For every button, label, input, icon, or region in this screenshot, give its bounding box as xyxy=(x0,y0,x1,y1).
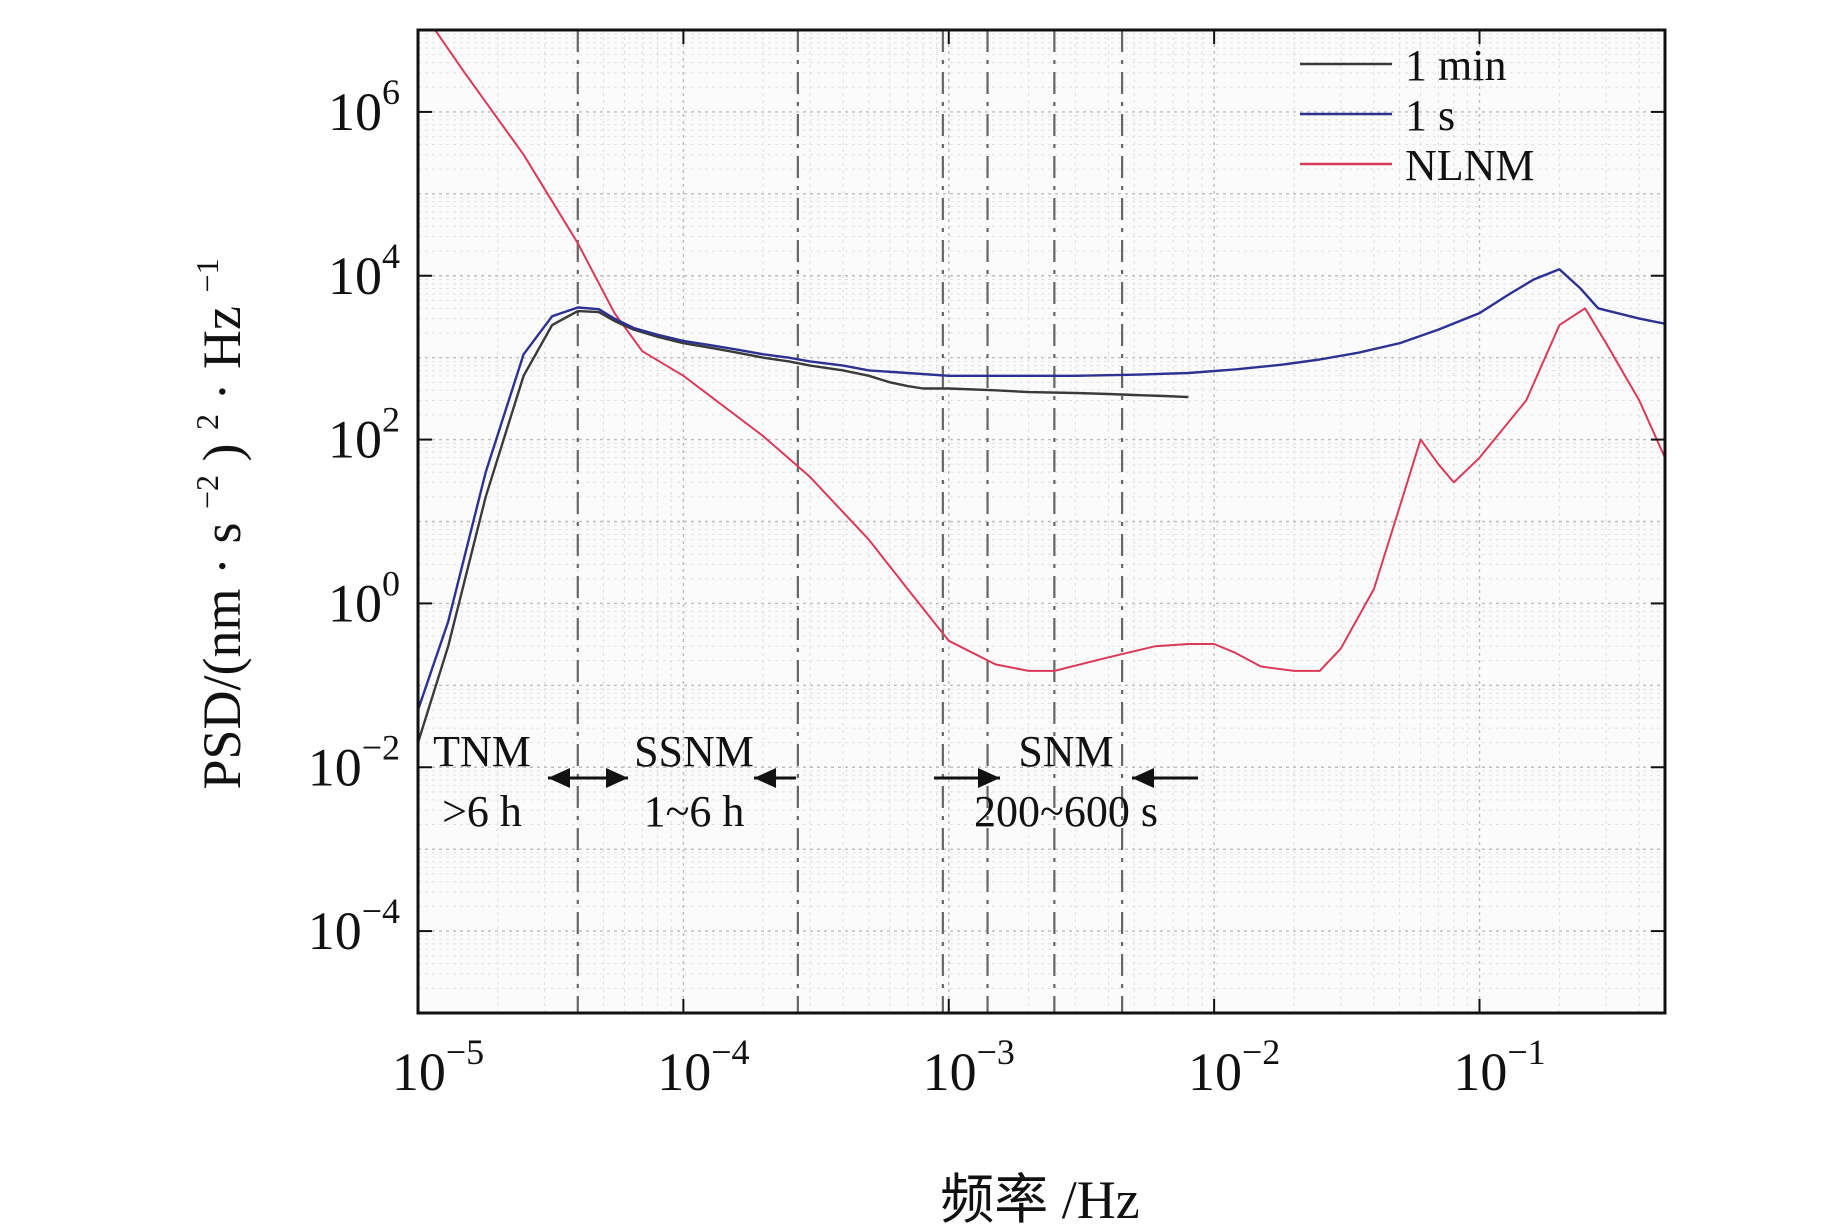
annotation-snm-title: SNM xyxy=(1018,727,1113,776)
y-label-exp-3: −1 xyxy=(189,258,225,292)
y-tick-label-base: 10 xyxy=(328,246,382,306)
band-separator-lines xyxy=(576,30,1124,1013)
y-tick-label-exponent: −4 xyxy=(362,891,400,931)
annotation-ssnm-title: SSNM xyxy=(634,727,754,776)
x-tick-label: 10−1 xyxy=(1453,1032,1545,1102)
y-tick-label-base: 10 xyxy=(328,573,382,633)
legend-label: 1 s xyxy=(1405,91,1455,140)
snm-left-arrow xyxy=(934,768,1000,788)
series-line-nlnm xyxy=(433,30,1665,672)
y-tick-label-base: 10 xyxy=(308,901,362,961)
series-line-1-min xyxy=(418,309,1189,743)
y-tick-label: 10−2 xyxy=(308,727,400,797)
x-tick-label-exponent: −2 xyxy=(1242,1032,1280,1072)
y-tick-label: 10−4 xyxy=(308,891,400,961)
x-tick-label-exponent: −4 xyxy=(711,1032,749,1072)
y-tick-label-exponent: 6 xyxy=(382,72,400,112)
x-tick-label-base: 10 xyxy=(1453,1042,1507,1102)
y-label-part-b: s xyxy=(192,522,252,543)
x-tick-label: 10−2 xyxy=(1188,1032,1280,1102)
plot-frame xyxy=(416,28,1667,1015)
annotation-snm-range: 200~600 s xyxy=(974,787,1158,836)
x-tick-label-base: 10 xyxy=(657,1042,711,1102)
x-tick-label: 10−4 xyxy=(657,1032,749,1102)
x-tick-labels: 10−5 10−4 10−3 10−2 10−1 xyxy=(392,1032,1546,1102)
x-tick-label: 10−5 xyxy=(392,1032,484,1102)
snm-left-arrow-head xyxy=(978,768,1000,788)
legend-label: 1 min xyxy=(1405,41,1506,90)
x-axis-label: 频率 /Hz xyxy=(940,1170,1139,1228)
legend-label: NLNM xyxy=(1405,141,1535,190)
y-tick-label: 106 xyxy=(328,72,400,142)
annotation-ssnm-range: 1~6 h xyxy=(644,787,745,836)
annotation-tnm-title: TNM xyxy=(433,727,531,776)
y-label-part-d: Hz xyxy=(192,306,252,369)
tnm-ssnm-arrow-head xyxy=(606,768,628,788)
ssnm-arrow-head xyxy=(754,768,776,788)
axis-ticks xyxy=(417,30,1665,1013)
y-axis-label: PSD/(nm · s −2 ) 2 · Hz −1 xyxy=(170,258,252,789)
x-tick-label-base: 10 xyxy=(1188,1042,1242,1102)
snm-right-arrow xyxy=(1132,768,1198,788)
y-tick-label-base: 10 xyxy=(308,737,362,797)
series-line-1-s xyxy=(418,268,1665,711)
y-label-dot-2: · xyxy=(192,382,252,400)
y-label-dot-1: · xyxy=(192,557,252,575)
x-tick-label-base: 10 xyxy=(392,1042,446,1102)
y-label-exp-1: −2 xyxy=(189,475,225,509)
x-tick-label-exponent: −5 xyxy=(446,1032,484,1072)
series-lines xyxy=(418,30,1665,743)
snm-right-arrow-head xyxy=(1132,768,1154,788)
y-tick-label-base: 10 xyxy=(328,82,382,142)
y-tick-label-base: 10 xyxy=(328,410,382,470)
y-tick-label-exponent: 4 xyxy=(382,236,400,276)
y-tick-label-exponent: −2 xyxy=(362,727,400,767)
y-label-part-c: ) xyxy=(192,443,252,461)
y-tick-label: 104 xyxy=(328,236,400,306)
y-tick-label-exponent: 2 xyxy=(382,400,400,440)
y-tick-label: 100 xyxy=(328,563,400,633)
y-tick-label-exponent: 0 xyxy=(382,563,400,603)
y-tick-label: 102 xyxy=(328,400,400,470)
tnm-ssnm-arrow-head xyxy=(548,768,570,788)
tnm-ssnm-arrow xyxy=(548,768,628,788)
x-tick-label-exponent: −3 xyxy=(977,1032,1015,1072)
y-label-exp-2: 2 xyxy=(189,414,225,430)
annotation-tnm-range: >6 h xyxy=(442,787,522,836)
band-annotations: TNM >6 h SSNM 1~6 h SNM 200~600 s xyxy=(433,727,1198,836)
ssnm-arrow xyxy=(754,768,796,788)
x-tick-label-exponent: −1 xyxy=(1507,1032,1545,1072)
x-tick-label-base: 10 xyxy=(923,1042,977,1102)
y-label-part-a: PSD/(nm xyxy=(192,588,252,789)
x-tick-label: 10−3 xyxy=(923,1032,1015,1102)
major-grid xyxy=(417,29,1665,1014)
